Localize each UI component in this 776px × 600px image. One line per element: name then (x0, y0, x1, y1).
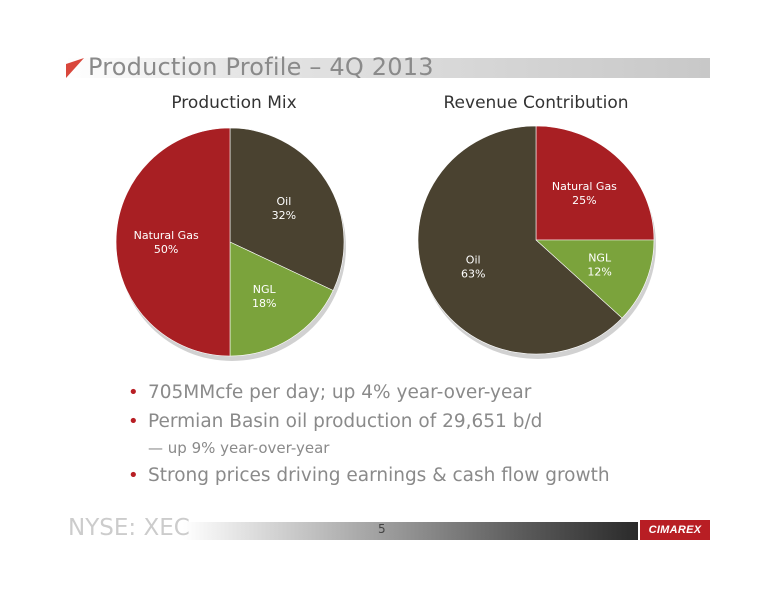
slice-value-oil: 32% (272, 209, 296, 222)
pie-slice-ngl (535, 239, 655, 319)
slice-value-natural-gas: 25% (572, 194, 596, 207)
bullet-list: 705MMcfe per day; up 4% year-over-year P… (126, 378, 610, 490)
footer-ticker: NYSE: XEC (68, 515, 190, 541)
bullet-item: 705MMcfe per day; up 4% year-over-year (126, 378, 610, 407)
slice-label-ngl: NGL (253, 283, 277, 296)
logo-text: CIMAREX (648, 524, 702, 536)
sub-bullet-item: — up 9% year-over-year (148, 439, 330, 457)
revenue-contribution-title: Revenue Contribution (443, 93, 629, 113)
slice-value-natural-gas: 50% (154, 243, 178, 256)
slice-label-oil: Oil (466, 253, 481, 266)
slice-label-natural-gas: Natural Gas (134, 229, 199, 242)
bullet-item: Permian Basin oil production of 29,651 b… (126, 407, 610, 436)
pie-slice-natural-gas (535, 125, 655, 241)
title-bar (66, 58, 710, 78)
slide-title: Production Profile – 4Q 2013 (88, 53, 434, 81)
production-mix-title: Production Mix (171, 93, 297, 113)
pie-slice-oil (229, 127, 345, 291)
slice-label-oil: Oil (277, 195, 292, 208)
slice-value-ngl: 12% (587, 265, 611, 278)
slice-label-ngl: NGL (588, 251, 612, 264)
slice-label-natural-gas: Natural Gas (552, 180, 617, 193)
slice-value-oil: 63% (461, 267, 485, 280)
pie-slice-natural-gas (115, 127, 231, 357)
cimarex-logo: CIMAREX (640, 520, 710, 540)
pie-slice-ngl (229, 241, 334, 357)
slice-value-ngl: 18% (252, 297, 276, 310)
bullet-item: Strong prices driving earnings & cash fl… (126, 461, 610, 490)
page-number: 5 (378, 522, 386, 536)
pie-slice-oil (417, 125, 623, 355)
title-corner-triangle (66, 58, 84, 78)
footer-bar (183, 522, 638, 540)
